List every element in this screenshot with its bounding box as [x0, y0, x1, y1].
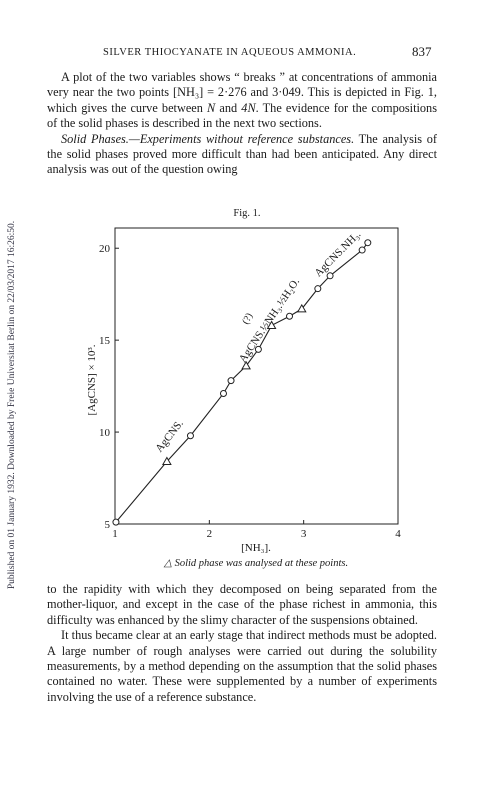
x-tick-label: 2 [207, 528, 213, 540]
circle-marker [286, 312, 294, 320]
y-tick-label: 15 [99, 335, 111, 347]
text: N [207, 100, 216, 115]
x-tick-label: 3 [301, 528, 307, 540]
text: and [215, 100, 242, 115]
text-bottom: to the rapidity with which they decompos… [47, 582, 437, 705]
annotation: AgCNS. [153, 417, 186, 454]
curve [115, 242, 369, 523]
caption: △ Solid phase was analysed at these poin… [163, 558, 348, 569]
text: The analysis of the solid phases proved … [47, 131, 438, 177]
text: A plot of the two variables shows “ brea… [47, 70, 437, 115]
y-tick-label: 10 [99, 427, 111, 439]
text-top: A plot of the two variables shows “ brea… [47, 70, 437, 178]
x-axis-label: [NH₃]. [241, 542, 271, 554]
circle-marker [326, 272, 334, 280]
y-tick-label: 20 [99, 243, 111, 255]
x-tick-label: 1 [112, 528, 118, 540]
annotation: AgCNS.NH₃. [312, 228, 363, 279]
triangle-marker [162, 456, 172, 465]
page-number: 837 [412, 44, 432, 59]
text: . The evidence for the compositions of t… [47, 100, 437, 131]
triangle-marker [266, 320, 277, 329]
circle-marker [112, 518, 120, 526]
paragraph: Solid Phases.—Experiments without refere… [47, 132, 437, 178]
running-title: SILVER THIOCYANATE IN AQUEOUS AMMONIA. [103, 47, 357, 58]
circle-marker [186, 432, 194, 440]
y-axis-label: [AgCNS] × 10³. [86, 344, 98, 415]
y-tick-label: 5 [105, 519, 111, 531]
x-tick-label: 4 [395, 528, 401, 540]
annotation: (?) [240, 311, 255, 326]
figure: Fig. 1. [AgCNS] × 10³. [NH₃]. △ Solid ph… [86, 208, 401, 569]
paragraph: It thus became clear at an early stage t… [47, 628, 437, 704]
circle-marker [314, 285, 322, 293]
chart-title: Fig. 1. [233, 208, 260, 219]
triangle-marker [296, 303, 307, 313]
paragraph: A plot of the two variables shows “ brea… [47, 70, 437, 132]
circle-marker [254, 345, 262, 353]
circle-marker [219, 389, 227, 397]
paragraph: to the rapidity with which they decompos… [47, 582, 437, 627]
circle-marker [364, 239, 372, 247]
plot-frame [114, 227, 399, 525]
triangle-marker [241, 360, 251, 370]
text: 4N [241, 100, 256, 115]
circle-marker [227, 377, 235, 385]
circle-marker [358, 246, 366, 254]
text: Solid Phases.—Experiments without refere… [61, 131, 355, 146]
